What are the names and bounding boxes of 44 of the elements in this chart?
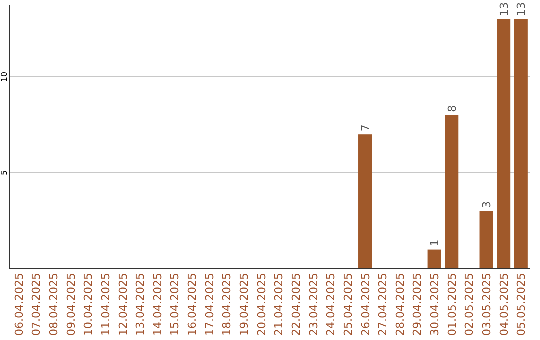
x-tick-label: 21.04.2025 — [272, 273, 286, 336]
x-tick-label: 15.04.2025 — [168, 273, 182, 336]
x-tick-label: 17.04.2025 — [203, 273, 216, 336]
bar — [428, 250, 442, 269]
x-tick-label: 01.05.2025 — [446, 273, 459, 336]
x-tick-label: 16.04.2025 — [186, 273, 200, 336]
bar — [514, 19, 528, 269]
x-tick-label: 29.04.2025 — [411, 273, 424, 336]
bar — [480, 211, 494, 269]
x-tick-label: 23.04.2025 — [307, 273, 320, 336]
x-tick-label: 03.05.2025 — [480, 273, 494, 336]
x-tick-label: 08.04.2025 — [47, 273, 60, 336]
x-tick-label: 09.04.2025 — [64, 273, 78, 336]
data-label: 13 — [515, 2, 528, 16]
x-tick-label: 10.04.2025 — [82, 273, 96, 336]
x-tick-label: 06.04.2025 — [12, 273, 26, 336]
x-tick-label: 18.04.2025 — [220, 273, 234, 336]
x-tick-label: 30.04.2025 — [428, 273, 442, 336]
x-tick-label: 14.04.2025 — [151, 273, 164, 336]
bar — [358, 134, 372, 269]
x-tick-label: 22.04.2025 — [290, 273, 303, 336]
x-tick-label: 02.05.2025 — [463, 273, 476, 336]
y-tick-label: 5 — [0, 170, 9, 176]
x-tick-label: 28.04.2025 — [394, 273, 407, 336]
x-tick-label: 20.04.2025 — [255, 273, 268, 336]
x-tick-label: 24.04.2025 — [324, 273, 338, 336]
bar — [497, 19, 511, 269]
data-label: 13 — [498, 2, 511, 16]
x-tick-label: 19.04.2025 — [238, 273, 252, 336]
x-tick-label: 04.05.2025 — [498, 273, 511, 336]
x-tick-label: 13.04.2025 — [134, 273, 148, 336]
data-label: 8 — [446, 105, 459, 112]
x-tick-label: 26.04.2025 — [359, 273, 372, 336]
data-label: 1 — [428, 240, 442, 247]
bar — [445, 115, 459, 269]
x-tick-label: 12.04.2025 — [116, 273, 130, 336]
x-tick-label: 07.04.2025 — [30, 273, 44, 336]
x-tick-label: 05.05.2025 — [515, 273, 528, 336]
y-tick-label: 10 — [0, 72, 9, 82]
data-label: 3 — [480, 201, 494, 208]
data-label: 7 — [359, 124, 372, 132]
x-tick-label: 11.04.2025 — [99, 273, 112, 336]
x-tick-label: 27.04.2025 — [376, 273, 390, 336]
x-tick-label: 25.04.2025 — [342, 273, 355, 336]
